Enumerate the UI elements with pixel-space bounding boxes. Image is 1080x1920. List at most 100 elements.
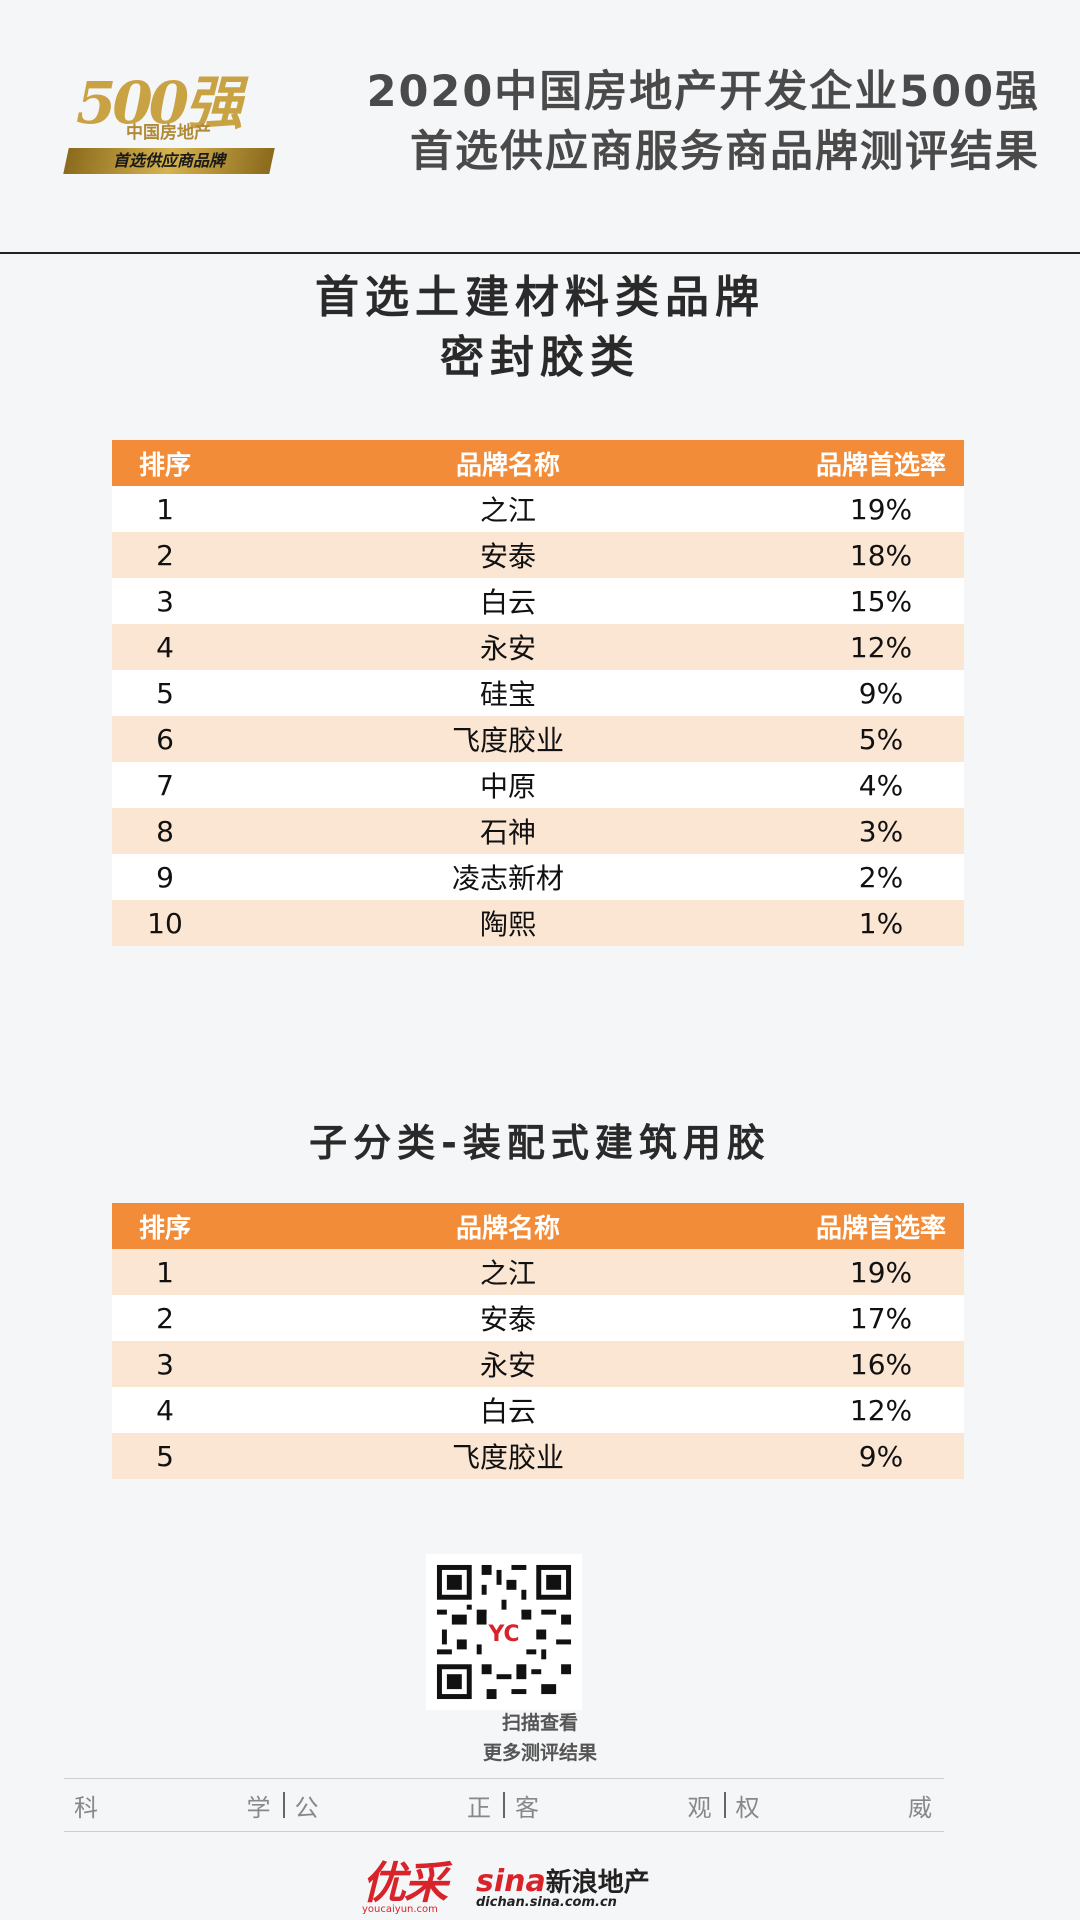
qr-caption-line2: 更多测评结果: [482, 1742, 597, 1764]
brand-cell: 永安: [479, 632, 536, 665]
qr-caption-line1: 扫描查看: [501, 1712, 578, 1734]
section1-title-line1: 首选土建材料类品牌: [315, 272, 765, 323]
page-title-line1: 2020中国房地产开发企业500强: [366, 67, 1040, 117]
rate-cell: 19%: [849, 1255, 913, 1289]
slogan-bar: 科 学 公 正 客 观 权 威: [64, 1778, 944, 1832]
rate-cell: 1%: [858, 906, 904, 940]
rank-cell: 7: [156, 768, 174, 802]
ranking-table-sealant: 排序 品牌名称 品牌首选率 1 之江 19% 2 安泰 18% 3 白云 15% 4 永安 12% 5 硅…: [112, 440, 964, 946]
brand-cell: 陶熙: [479, 908, 536, 941]
table-row: 3 永安 16%: [112, 1341, 964, 1387]
page-header: 500强 中国房地产 首选供应商品牌 2020中国房地产开发企业500强 首选供…: [0, 0, 1080, 252]
rank-cell: 8: [156, 814, 174, 848]
rank-cell: 3: [156, 1347, 174, 1381]
header-divider: [0, 252, 1080, 254]
rate-cell: 15%: [849, 584, 913, 618]
svg-text:YC: YC: [487, 1622, 519, 1647]
rank-cell: 1: [156, 492, 174, 526]
brand-cell: 飞度胶业: [451, 724, 564, 757]
ranking-table-prefab: 排序 品牌名称 品牌首选率 1 之江 19% 2 安泰 17% 3 永安 16% 4 白云 12% 5 飞…: [112, 1203, 964, 1479]
table-row: 10 陶熙 1%: [112, 900, 964, 946]
slogan-segment: 客 观: [505, 1788, 724, 1823]
rank-cell: 10: [147, 906, 183, 940]
column-header-brand: 品牌名称: [455, 450, 560, 481]
brand-cell: 安泰: [479, 540, 536, 573]
logo-banner: 首选供应商品牌: [63, 148, 275, 174]
rate-cell: 18%: [849, 538, 913, 572]
slogan-segment: 权 威: [726, 1788, 945, 1823]
rate-cell: 9%: [858, 676, 904, 710]
rate-cell: 12%: [849, 630, 913, 664]
page-title: 2020中国房地产开发企业500强 首选供应商服务商品牌测评结果: [340, 62, 1040, 182]
brand-cell: 白云: [479, 586, 536, 619]
section1-title: 首选土建材料类品牌 密封胶类: [0, 268, 1080, 388]
slogan-char: 学: [246, 1793, 273, 1822]
rate-cell: 12%: [849, 1393, 913, 1427]
table-header-row: 排序 品牌名称 品牌首选率: [112, 1203, 964, 1249]
rank-cell: 3: [156, 584, 174, 618]
sina-dichan-logo[interactable]: sina新浪地产 dichan.sina.com.cn: [476, 1862, 676, 1918]
logo-banner-text: 首选供应商品牌: [112, 151, 225, 170]
brand-cell: 之江: [479, 1257, 536, 1290]
top500-logo: 500强 中国房地产 首选供应商品牌: [62, 62, 282, 174]
rank-cell: 2: [156, 1301, 174, 1335]
rank-cell: 5: [156, 676, 174, 710]
section1-title-line2: 密封胶类: [440, 332, 640, 383]
rank-cell: 6: [156, 722, 174, 756]
slogan-char: 观: [687, 1793, 714, 1822]
column-header-brand: 品牌名称: [455, 1213, 560, 1244]
rate-cell: 16%: [849, 1347, 913, 1381]
brand-cell: 凌志新材: [451, 862, 564, 895]
slogan-char: 客: [515, 1793, 541, 1822]
table-row: 1 之江 19%: [112, 1249, 964, 1295]
rank-cell: 9: [156, 860, 174, 894]
qr-code[interactable]: YC: [426, 1554, 582, 1710]
table-row: 6 飞度胶业 5%: [112, 716, 964, 762]
brand-cell: 飞度胶业: [451, 1441, 564, 1474]
sina-logo-word: sina: [476, 1864, 546, 1899]
slogan-char: 威: [908, 1793, 934, 1822]
slogan-char: 公: [294, 1793, 321, 1822]
sina-logo-cn: 新浪地产: [545, 1868, 650, 1898]
table-row: 7 中原 4%: [112, 762, 964, 808]
qr-code-icon: YC: [432, 1560, 576, 1704]
youcai-logo[interactable]: 优采 youcaiyun.com: [362, 1860, 458, 1920]
slogan-char: 权: [735, 1793, 762, 1822]
table-row: 8 石神 3%: [112, 808, 964, 854]
table-row: 5 硅宝 9%: [112, 670, 964, 716]
sina-logo-text: sina新浪地产: [476, 1862, 676, 1899]
rate-cell: 19%: [849, 492, 913, 526]
table-row: 4 永安 12%: [112, 624, 964, 670]
slogan-segment: 公 正: [285, 1788, 504, 1823]
table-row: 4 白云 12%: [112, 1387, 964, 1433]
youcai-logo-text: 优采: [362, 1858, 448, 1909]
youcai-logo-url: youcaiyun.com: [362, 1904, 438, 1915]
brand-cell: 白云: [479, 1395, 536, 1428]
table-row: 2 安泰 17%: [112, 1295, 964, 1341]
brand-cell: 硅宝: [479, 678, 536, 711]
logo-subtitle: 中国房地产: [126, 123, 211, 143]
slogan-segment: 科 学: [64, 1788, 283, 1823]
column-header-rate: 品牌首选率: [815, 1213, 946, 1244]
rank-cell: 5: [156, 1439, 174, 1473]
slogan-divider: [723, 1792, 726, 1818]
section2-title: 子分类-装配式建筑用胶: [309, 1121, 771, 1165]
rank-cell: 4: [156, 630, 174, 664]
rate-cell: 2%: [858, 860, 904, 894]
slogan-char: 科: [74, 1793, 100, 1822]
brand-cell: 之江: [479, 494, 536, 527]
table-row: 3 白云 15%: [112, 578, 964, 624]
logo-number: 500强: [76, 69, 243, 137]
rank-cell: 4: [156, 1393, 174, 1427]
column-header-rank: 排序: [138, 450, 191, 481]
slogan-divider: [503, 1792, 505, 1818]
table-row: 9 凌志新材 2%: [112, 854, 964, 900]
slogan-char: 正: [467, 1793, 493, 1822]
column-header-rank: 排序: [138, 1213, 191, 1244]
rate-cell: 17%: [849, 1301, 913, 1335]
page-title-line2: 首选供应商服务商品牌测评结果: [410, 127, 1040, 177]
rate-cell: 3%: [858, 814, 904, 848]
table-row: 2 安泰 18%: [112, 532, 964, 578]
table-header-row: 排序 品牌名称 品牌首选率: [112, 440, 964, 486]
rate-cell: 9%: [858, 1439, 904, 1473]
